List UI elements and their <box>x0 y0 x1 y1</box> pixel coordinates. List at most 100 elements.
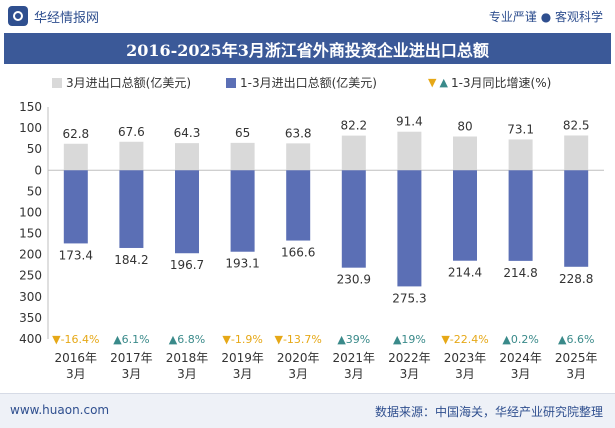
x-tick-label: 3月 <box>566 367 586 381</box>
x-tick-label: 2019年 <box>221 351 264 365</box>
bar-label-march: 63.8 <box>285 126 312 140</box>
x-tick-label: 2025年 <box>555 351 598 365</box>
y-tick-label: 50 <box>27 184 42 198</box>
bar-label-q1: 230.9 <box>337 273 371 287</box>
tagline: 专业严谨 ● 客观科学 <box>488 10 603 24</box>
bar-q1 <box>341 170 366 268</box>
bar-label-q1: 214.8 <box>503 266 537 280</box>
legend-item-q1: 1-3月进出口总额(亿美元) <box>226 74 377 91</box>
x-tick-label: 3月 <box>66 367 86 381</box>
bar-q1 <box>119 170 144 248</box>
bar-label-march: 80 <box>457 120 472 134</box>
down-triangle-icon: ▼ <box>428 76 437 89</box>
x-tick-label: 3月 <box>455 367 475 381</box>
bar-label-march: 67.6 <box>118 125 145 139</box>
y-tick-label: 0 <box>34 163 42 177</box>
x-tick-label: 2024年 <box>499 351 542 365</box>
bar-q1 <box>397 170 422 287</box>
x-tick-label: 3月 <box>344 367 364 381</box>
up-triangle-icon: ▲ <box>439 76 448 89</box>
bar-label-q1: 196.7 <box>170 258 204 272</box>
legend-swatch-march <box>52 77 62 88</box>
bar-label-march: 91.4 <box>396 115 423 129</box>
y-tick-label: 350 <box>19 311 42 325</box>
bar-march <box>119 141 144 171</box>
legend-swatch-q1 <box>226 77 236 88</box>
bar-march <box>341 135 366 171</box>
title-bar: 2016-2025年3月浙江省外商投资企业进出口总额 <box>4 33 611 64</box>
bar-march <box>286 143 311 171</box>
bar-label-q1: 166.6 <box>281 246 315 260</box>
x-tick-label: 3月 <box>511 367 531 381</box>
x-tick-label: 2017年 <box>110 351 153 365</box>
growth-label: ▼-1.9% <box>222 333 262 346</box>
x-tick-label: 3月 <box>122 367 142 381</box>
bar-q1 <box>564 170 589 267</box>
growth-label: ▲19% <box>393 333 426 346</box>
footer-source: 数据来源：中国海关，华经产业研究院整理 <box>374 405 603 419</box>
bar-label-q1: 228.8 <box>559 272 593 286</box>
legend-label-q1: 1-3月进出口总额(亿美元) <box>240 76 377 90</box>
growth-label: ▲39% <box>337 333 370 346</box>
bar-label-march: 82.5 <box>563 118 590 132</box>
footer-website[interactable]: www.huaon.com <box>10 403 110 417</box>
growth-label: ▲6.8% <box>169 333 205 346</box>
y-tick-label: 250 <box>19 269 42 283</box>
chart-title: 2016-2025年3月浙江省外商投资企业进出口总额 <box>126 40 489 60</box>
bar-q1 <box>175 170 199 254</box>
bar-march <box>453 136 477 171</box>
x-tick-label: 3月 <box>288 367 308 381</box>
bar-q1 <box>508 170 533 261</box>
bar-march <box>63 143 88 171</box>
y-tick-label: 300 <box>19 290 42 304</box>
y-tick-label: 150 <box>19 227 42 241</box>
bar-label-march: 62.8 <box>62 127 89 141</box>
site-logo[interactable]: 华经情报网 <box>8 6 99 26</box>
legend-label-march: 3月进出口总额(亿美元) <box>66 76 191 90</box>
bar-label-q1: 173.4 <box>59 248 93 262</box>
bar-q1 <box>63 170 88 244</box>
x-tick-label: 2018年 <box>166 351 209 365</box>
bar-march <box>397 131 422 171</box>
x-tick-label: 2020年 <box>277 351 320 365</box>
bar-q1 <box>230 170 255 252</box>
bar-march <box>564 135 589 171</box>
x-tick-label: 2016年 <box>55 351 98 365</box>
x-tick-label: 3月 <box>233 367 253 381</box>
bar-march <box>508 139 533 171</box>
y-tick-label: 150 <box>19 100 42 114</box>
legend-label-growth: 1-3月同比增速(%) <box>450 76 552 90</box>
x-tick-label: 3月 <box>400 367 420 381</box>
bar-march <box>175 143 199 171</box>
top-bar: 华经情报网 专业严谨 ● 客观科学 <box>0 0 615 33</box>
growth-label: ▼-13.7% <box>275 333 322 346</box>
y-tick-label: 100 <box>19 205 42 219</box>
y-tick-label: 400 <box>19 332 42 346</box>
bar-label-q1: 214.4 <box>448 266 482 280</box>
bar-q1 <box>286 170 311 241</box>
x-tick-label: 2023年 <box>444 351 487 365</box>
growth-label: ▲6.6% <box>558 333 594 346</box>
bar-label-march: 65 <box>235 126 250 140</box>
bar-label-q1: 184.2 <box>114 253 148 267</box>
x-tick-label: 3月 <box>177 367 197 381</box>
y-tick-label: 200 <box>19 248 42 262</box>
growth-label: ▲0.2% <box>502 333 538 346</box>
x-tick-label: 2021年 <box>333 351 376 365</box>
chart-canvas: 150 100 50 0 50 100 150 200 250 300 350 400 62.8 173.… <box>19 100 604 381</box>
bar-q1 <box>453 170 477 261</box>
bar-label-march: 64.3 <box>174 126 201 140</box>
site-name: 华经情报网 <box>34 10 100 26</box>
bar-label-q1: 193.1 <box>225 257 259 271</box>
footer: www.huaon.com 数据来源：中国海关，华经产业研究院整理 <box>0 393 615 428</box>
legend-item-growth: ▼ ▲ 1-3月同比增速(%) <box>428 74 551 91</box>
growth-label: ▼-16.4% <box>52 333 99 346</box>
legend-item-march: 3月进出口总额(亿美元) <box>52 74 191 91</box>
y-tick-label: 100 <box>19 121 42 135</box>
bar-label-march: 73.1 <box>507 122 534 136</box>
x-tick-label: 2022年 <box>388 351 431 365</box>
bar-label-q1: 275.3 <box>392 291 426 305</box>
growth-label: ▼-22.4% <box>441 333 488 346</box>
legend: 3月进出口总额(亿美元) 1-3月进出口总额(亿美元) ▼ ▲ 1-3月同比增速… <box>0 68 615 98</box>
bar-label-march: 82.2 <box>340 119 367 133</box>
